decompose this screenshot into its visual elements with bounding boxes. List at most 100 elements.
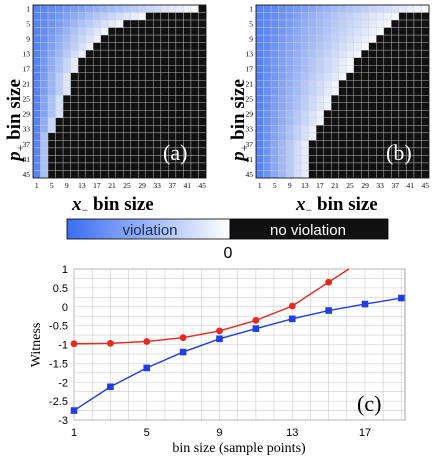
heatmap-cell xyxy=(406,170,415,179)
heatmap-cell xyxy=(331,117,339,126)
heatmap-cell xyxy=(353,117,362,126)
heatmap-cell xyxy=(353,80,362,88)
heatmap-cell xyxy=(323,125,332,134)
series-point xyxy=(288,302,296,310)
series-0 xyxy=(70,268,350,348)
heatmap-cell xyxy=(391,72,400,81)
heatmap-cell xyxy=(92,162,101,171)
heatmap-cell xyxy=(285,132,294,141)
heatmap-cell xyxy=(55,102,64,111)
heatmap-cell xyxy=(85,102,94,111)
heatmap-cell xyxy=(130,80,139,88)
heatmap-cell xyxy=(138,64,146,73)
heatmap-cell xyxy=(100,95,109,103)
heatmap-cell xyxy=(391,4,400,13)
heatmap-cell xyxy=(278,64,287,73)
heatmap-cell xyxy=(115,49,124,58)
heatmap-cell xyxy=(323,87,332,96)
heatmap-cell xyxy=(270,155,279,164)
heatmap-cell xyxy=(406,27,415,36)
heatmap-cell xyxy=(160,34,169,43)
heatmap-cell xyxy=(315,140,324,149)
heatmap-cell xyxy=(130,42,139,51)
heatmap-cell xyxy=(153,80,162,88)
y-tick-label: -2 xyxy=(58,377,68,389)
heatmap-cell xyxy=(85,19,94,28)
heatmap-cell xyxy=(130,117,139,126)
heatmap-cell xyxy=(361,102,369,111)
heatmap-cell xyxy=(331,80,339,88)
heatmap-cell xyxy=(100,87,109,96)
heatmap-cell xyxy=(100,162,109,171)
heatmap-cell xyxy=(285,110,294,118)
heatmap-cell xyxy=(270,72,279,81)
heatmap-cell xyxy=(308,170,317,179)
heatmap-cell xyxy=(376,110,385,118)
x-tick-label: 17 xyxy=(359,427,371,439)
heatmap-cell xyxy=(323,110,332,118)
heatmap-cell xyxy=(32,87,41,96)
heatmap-cell xyxy=(293,72,302,81)
heatmap-cell xyxy=(331,140,339,149)
heatmap-cell xyxy=(346,12,354,21)
heatmap-cell xyxy=(138,102,146,111)
heatmap-cell xyxy=(368,170,377,179)
heatmap-cell xyxy=(315,19,324,28)
heatmap-cell xyxy=(368,110,377,118)
heatmap-cell xyxy=(160,125,169,134)
heatmap-cell xyxy=(123,64,131,73)
heatmap-cell xyxy=(168,4,177,13)
heatmap-cell xyxy=(130,19,139,28)
heatmap-cell xyxy=(108,12,116,21)
heatmap-cell xyxy=(315,12,324,21)
heatmap-cell xyxy=(130,49,139,58)
heatmap-cell xyxy=(285,19,294,28)
heatmap-cell xyxy=(361,57,369,66)
heatmap-cell xyxy=(323,42,332,51)
heatmap-cell xyxy=(85,27,94,36)
heatmap-cell xyxy=(376,64,385,73)
heatmap-cell xyxy=(263,170,272,179)
heatmap-cell xyxy=(62,155,71,164)
heatmap-cell xyxy=(285,147,294,156)
heatmap-cell xyxy=(308,57,317,66)
heatmap-cell xyxy=(285,95,294,103)
heatmap-cell xyxy=(376,34,385,43)
heatmap-cell xyxy=(255,147,264,156)
heatmap-cell xyxy=(315,87,324,96)
heatmap-cell xyxy=(108,49,116,58)
heatmap-cell xyxy=(361,132,369,141)
heatmap-cell xyxy=(70,57,79,66)
heatmap-cell xyxy=(383,72,392,81)
heatmap-cell xyxy=(130,102,139,111)
heatmap-cell xyxy=(130,132,139,141)
heatmap-cell xyxy=(160,57,169,66)
heatmap-cell xyxy=(383,34,392,43)
heatmap-cell xyxy=(145,42,154,51)
heatmap-cell xyxy=(285,102,294,111)
heatmap-cell xyxy=(108,4,116,13)
heatmap-cell xyxy=(62,117,71,126)
heatmap-cell xyxy=(255,125,264,134)
heatmap-cell xyxy=(32,12,41,21)
heatmap-cell xyxy=(308,110,317,118)
heatmap-cell xyxy=(77,170,86,179)
heatmap-cell xyxy=(413,155,422,164)
heatmap-cell xyxy=(323,27,332,36)
heatmap-cell xyxy=(100,110,109,118)
heatmap-cell xyxy=(376,49,385,58)
heatmap-cell xyxy=(263,4,272,13)
heatmap-cell xyxy=(338,87,347,96)
heatmap-cell xyxy=(190,125,199,134)
heatmap-cell xyxy=(100,12,109,21)
heatmap-cell xyxy=(368,4,377,13)
colorbar-no-violation-label: no violation xyxy=(270,222,346,239)
heatmap-cell xyxy=(278,72,287,81)
heatmap-cell xyxy=(100,27,109,36)
heatmap-cell xyxy=(376,162,385,171)
heatmap-cell xyxy=(32,147,41,156)
heatmap-cell xyxy=(413,57,422,66)
heatmap-cell xyxy=(85,87,94,96)
heatmap-cell xyxy=(293,87,302,96)
heatmap-cell xyxy=(338,95,347,103)
